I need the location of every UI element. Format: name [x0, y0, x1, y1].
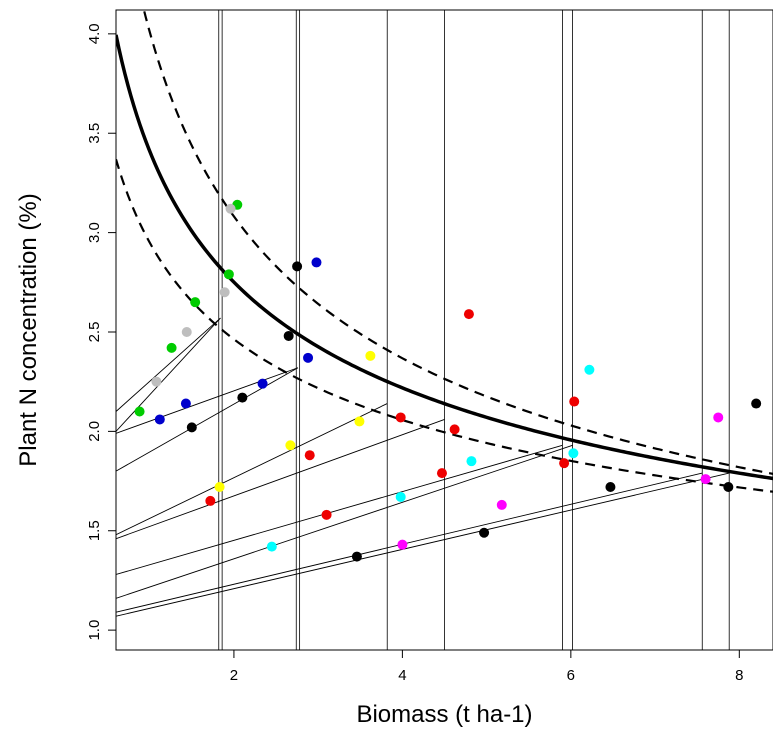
x-tick-label-4: 4: [398, 667, 406, 684]
x-axis-title: Biomass (t ha-1): [356, 701, 532, 728]
data-point-2: [190, 297, 201, 308]
data-point-35: [584, 364, 595, 375]
data-point-10: [180, 398, 191, 409]
data-point-16: [283, 330, 294, 341]
plot-frame: [115, 9, 773, 651]
y-tick-label-1.5: 1.5: [86, 520, 103, 541]
data-point-40: [351, 551, 362, 562]
data-point-18: [214, 482, 225, 493]
curve-lower: [116, 158, 773, 493]
data-point-26: [321, 509, 332, 520]
data-point-5: [151, 376, 162, 387]
dilution-segment-5: [116, 419, 445, 540]
data-point-24: [395, 412, 406, 423]
data-point-33: [466, 456, 477, 467]
data-point-42: [605, 482, 616, 493]
data-point-6: [181, 326, 192, 337]
data-point-37: [496, 499, 507, 510]
data-point-1: [166, 342, 177, 353]
data-point-27: [436, 468, 447, 479]
x-tick-label-8: 8: [735, 667, 743, 684]
y-tick-label-2: 2.0: [86, 421, 103, 442]
dilution-segment-1: [116, 317, 221, 432]
data-point-39: [713, 412, 724, 423]
data-point-17: [292, 261, 303, 272]
data-point-25: [463, 309, 474, 320]
x-tick-label-2: 2: [230, 667, 238, 684]
data-point-14: [186, 422, 197, 433]
data-point-43: [723, 482, 734, 493]
data-point-22: [205, 495, 216, 506]
data-point-38: [700, 474, 711, 485]
data-point-13: [311, 257, 322, 268]
data-point-44: [751, 398, 762, 409]
axes: 2 4 6 8 1.0 1.5 2.0 2.5 3.0 3.5 4.0: [86, 23, 743, 684]
plot-area: [116, 10, 773, 650]
dilution-segment-3: [116, 367, 299, 472]
dilution-segment-7: [116, 444, 573, 599]
dilution-segment-9: [116, 472, 730, 617]
data-point-23: [304, 450, 315, 461]
dilution-segment-2: [116, 367, 299, 434]
data-point-11: [257, 378, 268, 389]
data-point-28: [449, 424, 460, 435]
y-tick-label-4: 4.0: [86, 23, 103, 44]
dilution-segment-6: [116, 444, 563, 575]
data-point-41: [479, 527, 490, 538]
data-point-3: [223, 269, 234, 280]
y-tick-label-3.5: 3.5: [86, 123, 103, 144]
data-point-34: [568, 448, 579, 459]
data-point-8: [225, 203, 236, 214]
data-point-19: [285, 440, 296, 451]
data-point-0: [134, 406, 145, 417]
data-point-21: [365, 350, 376, 361]
data-point-30: [569, 396, 580, 407]
data-point-32: [395, 491, 406, 502]
curve-upper: [142, 10, 773, 475]
y-tick-label-3: 3.0: [86, 222, 103, 243]
data-point-31: [266, 541, 277, 552]
data-point-9: [154, 414, 165, 425]
data-point-20: [354, 416, 365, 427]
y-tick-label-2.5: 2.5: [86, 322, 103, 343]
data-point-12: [303, 352, 314, 363]
data-point-15: [237, 392, 248, 403]
data-point-7: [219, 287, 230, 298]
data-point-29: [559, 458, 570, 469]
data-point-36: [397, 539, 408, 550]
y-tick-label-1: 1.0: [86, 620, 103, 641]
dilution-segment-0: [116, 317, 221, 412]
y-axis-title: Plant N concentration (%): [15, 193, 42, 466]
dilution-segment-4: [116, 403, 388, 536]
x-tick-label-6: 6: [567, 667, 575, 684]
dilution-segment-8: [116, 472, 703, 613]
